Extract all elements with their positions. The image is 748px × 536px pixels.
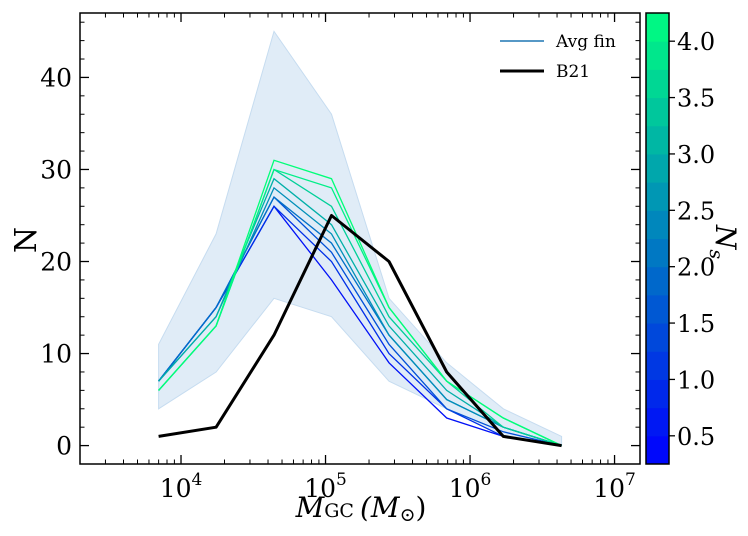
x-axis-label-main: M	[295, 491, 326, 524]
colorbar-label: Ns	[705, 224, 742, 260]
y-tick-label-3: 30	[40, 155, 72, 184]
series-layer	[158, 159, 562, 447]
colorbar-cell-14	[646, 41, 669, 70]
colorbar-cells	[646, 13, 669, 465]
x-axis-label-sun: ⊙	[400, 504, 416, 526]
colorbar-cell-9	[646, 182, 669, 211]
colorbar-cell-5	[646, 294, 669, 324]
x-axis-label: MGC (M⊙)	[295, 491, 427, 526]
colorbar-cell-11	[646, 125, 669, 155]
legend: Avg fin B21	[500, 32, 616, 82]
y-tick-label-1: 10	[40, 340, 72, 369]
ticks-layer: 0 10 20 30 40 104 105 106 107	[40, 13, 640, 503]
colorbar-cell-12	[646, 97, 669, 127]
colorbar: 0.5 1.0 1.5 2.0 2.5 3.0 3.5 4.0 Ns	[645, 12, 742, 465]
x-tick-label-3: 107	[593, 470, 636, 503]
legend-label-avg-fin: Avg fin	[555, 32, 616, 52]
b21-layer	[158, 214, 562, 448]
colorbar-label-main: N	[709, 224, 742, 251]
colorbar-cell-1	[646, 407, 669, 437]
colorbar-tick-label-3: 2.0	[677, 254, 715, 282]
colorbar-cell-4	[646, 323, 669, 352]
colorbar-tick-label-6: 3.5	[677, 85, 715, 113]
colorbar-cell-0	[646, 435, 669, 465]
y-axis-label: N	[9, 227, 44, 253]
colorbar-ticks: 0.5 1.0 1.5 2.0 2.5 3.0 3.5 4.0	[669, 28, 715, 451]
colorbar-tick-label-7: 4.0	[677, 28, 715, 56]
x-tick-label-1: 105	[304, 470, 347, 503]
x-axis-label-paren: (M	[360, 491, 401, 524]
y-tick-label-0: 0	[56, 432, 72, 461]
plot-frame	[79, 12, 641, 465]
colorbar-cell-7	[646, 238, 669, 268]
y-tick-label-4: 40	[40, 63, 72, 92]
colorbar-cell-13	[646, 69, 669, 99]
colorbar-cell-6	[646, 266, 669, 296]
series-line-1	[158, 205, 562, 447]
colorbar-tick-label-5: 3.0	[677, 141, 715, 169]
y-tick-label-2: 20	[40, 248, 72, 277]
colorbar-cell-3	[646, 351, 669, 380]
x-tick-label-0: 104	[160, 470, 203, 503]
x-tick-label-2: 106	[449, 470, 492, 503]
colorbar-label-sub: s	[705, 249, 727, 259]
b21-line	[158, 214, 562, 448]
x-axis-label-close: )	[415, 491, 426, 524]
colorbar-tick-label-2: 1.5	[677, 310, 715, 338]
colorbar-cell-2	[646, 379, 669, 409]
colorbar-frame	[645, 12, 670, 465]
colorbar-cell-15	[646, 13, 669, 42]
colorbar-tick-label-0: 0.5	[677, 423, 715, 451]
colorbar-tick-label-4: 2.5	[677, 197, 715, 225]
colorbar-cell-8	[646, 210, 669, 239]
x-axis-label-sub: GC	[324, 500, 354, 522]
series-line-8	[158, 159, 562, 447]
colorbar-cell-10	[646, 153, 669, 183]
colorbar-tick-label-1: 1.0	[677, 366, 715, 394]
legend-label-b21: B21	[556, 62, 590, 82]
series-line-5	[158, 177, 562, 447]
